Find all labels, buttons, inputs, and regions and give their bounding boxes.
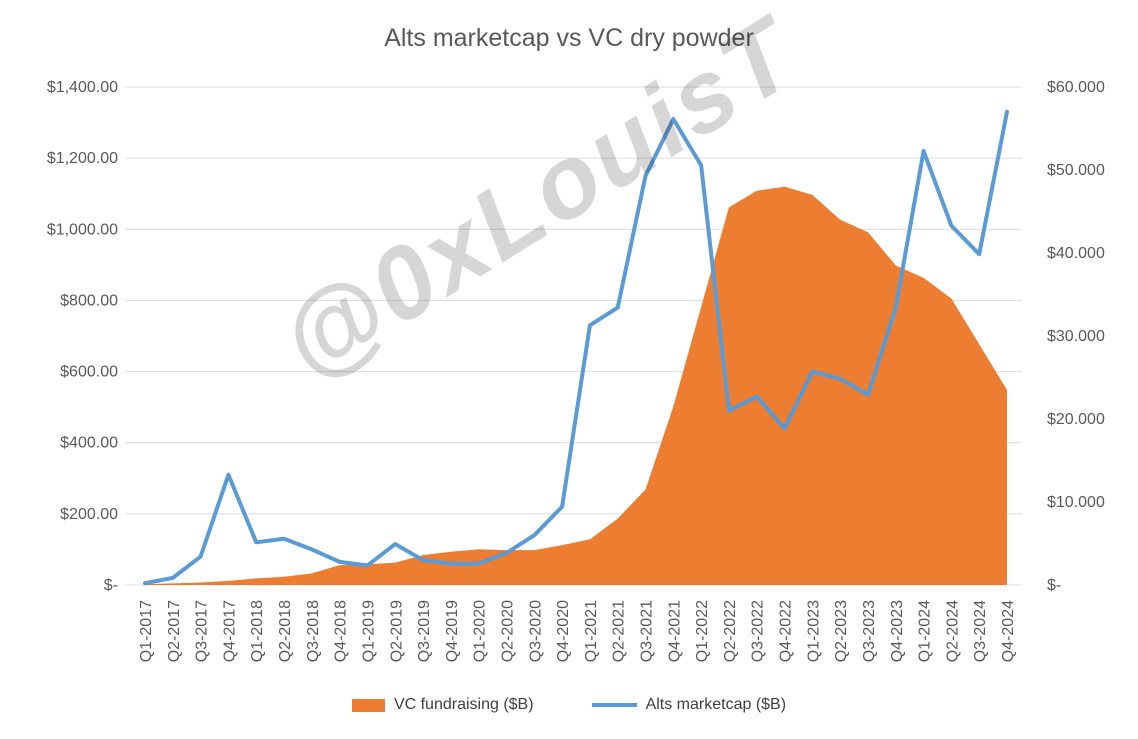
y-axis-right-tick-label: $20.000 <box>1047 411 1105 428</box>
x-axis-label: Q3-2018 <box>305 600 322 662</box>
x-axis-label: Q2-2024 <box>944 600 961 662</box>
legend: VC fundraising ($B) Alts marketcap ($B) <box>0 696 1138 714</box>
legend-label-alts-marketcap: Alts marketcap ($B) <box>645 696 787 713</box>
y-axis-right-tick-label: $30.000 <box>1047 328 1105 345</box>
legend-item-vc-fundraising: VC fundraising ($B) <box>351 696 534 714</box>
y-axis-left-tick-label: $200.00 <box>60 506 118 523</box>
legend-label-vc-fundraising: VC fundraising ($B) <box>393 696 534 713</box>
y-axis-left-tick-label: $800.00 <box>60 292 118 309</box>
x-axis-label: Q2-2021 <box>611 600 628 662</box>
y-axis-left-tick-label: $1,400.00 <box>47 79 118 96</box>
x-axis-label: Q2-2023 <box>833 600 850 662</box>
x-axis-label: Q4-2020 <box>555 600 572 662</box>
x-axis-label: Q1-2023 <box>805 600 822 662</box>
x-axis-label: Q2-2020 <box>499 600 516 662</box>
y-axis-left-tick-label: $1,200.00 <box>47 150 118 167</box>
x-axis-label: Q4-2021 <box>666 600 683 662</box>
x-axis-label: Q3-2023 <box>861 600 878 662</box>
x-axis-label: Q4-2018 <box>333 600 350 662</box>
x-axis-label: Q2-2019 <box>388 600 405 662</box>
x-axis-label: Q1-2022 <box>694 600 711 662</box>
y-axis-right-tick-label: $40.000 <box>1047 245 1105 262</box>
x-axis-label: Q4-2023 <box>889 600 906 662</box>
x-axis-label: Q1-2017 <box>138 600 155 662</box>
x-axis-label: Q3-2017 <box>194 600 211 662</box>
x-axis-label: Q4-2024 <box>1000 600 1017 662</box>
x-axis-label: Q3-2022 <box>750 600 767 662</box>
x-axis-label: Q1-2019 <box>360 600 377 662</box>
x-axis-label: Q3-2019 <box>416 600 433 662</box>
y-axis-left-tick-label: $400.00 <box>60 435 118 452</box>
legend-line-swatch <box>591 703 637 707</box>
vc-fundraising-area-series <box>145 186 1007 585</box>
chart-title: Alts marketcap vs VC dry powder <box>384 24 754 52</box>
x-axis-label: Q2-2017 <box>166 600 183 662</box>
legend-item-alts-marketcap: Alts marketcap ($B) <box>591 696 787 714</box>
alts-marketcap-line-series <box>143 109 1009 586</box>
x-axis-label: Q3-2024 <box>972 600 989 662</box>
y-axis-right-tick-label: $10.000 <box>1047 494 1105 511</box>
y-axis-left-tick-label: $- <box>104 577 118 594</box>
x-axis-label: Q3-2020 <box>527 600 544 662</box>
y-axis-left-tick-label: $1,000.00 <box>47 221 118 238</box>
x-axis-label: Q4-2017 <box>221 600 238 662</box>
x-axis-label: Q3-2021 <box>639 600 656 662</box>
x-axis-label: Q1-2024 <box>917 600 934 662</box>
x-axis-label: Q1-2020 <box>472 600 489 662</box>
legend-area-swatch <box>351 698 385 712</box>
x-axis-label: Q2-2018 <box>277 600 294 662</box>
y-axis-left-tick-label: $600.00 <box>60 364 118 381</box>
x-axis-label: Q2-2022 <box>722 600 739 662</box>
x-axis-label: Q1-2021 <box>583 600 600 662</box>
y-axis-right-tick-label: $- <box>1047 577 1061 594</box>
y-axis-right-tick-label: $60.000 <box>1047 79 1105 96</box>
x-axis-label: Q4-2022 <box>778 600 795 662</box>
x-axis-label: Q4-2019 <box>444 600 461 662</box>
x-axis-label: Q1-2018 <box>249 600 266 662</box>
y-axis-right-tick-label: $50.000 <box>1047 162 1105 179</box>
